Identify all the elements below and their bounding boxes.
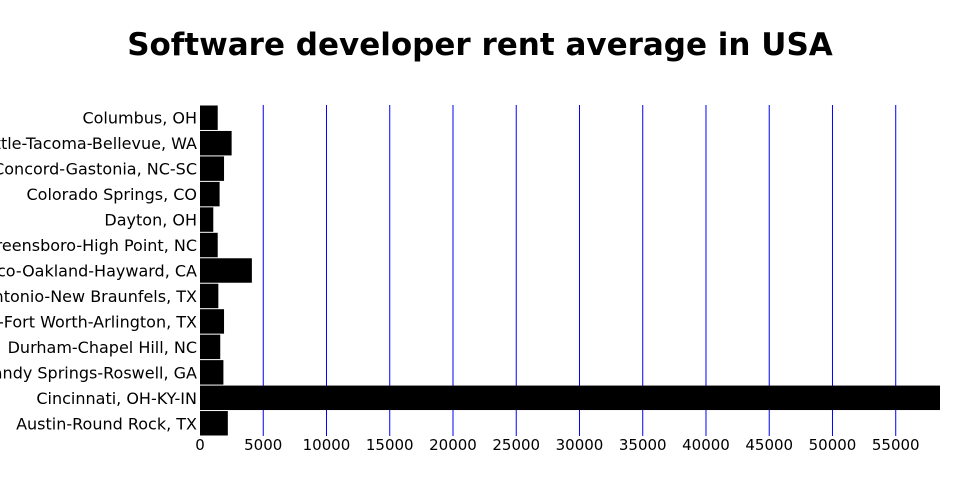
category-label: Austin-Round Rock, TX: [16, 414, 197, 433]
x-tick-label: 5000: [244, 436, 282, 454]
bar: [200, 181, 220, 207]
category-labels: Columbus, OH Seattle-Tacoma-Bellevue, WA C…: [0, 109, 197, 434]
category-label: Durham-Chapel Hill, NC: [8, 338, 197, 357]
category-label: Dallas-Fort Worth-Arlington, TX: [0, 312, 197, 331]
x-tick-label: 20000: [429, 436, 477, 454]
bar: [200, 156, 225, 181]
bars: [200, 105, 940, 436]
bar: [200, 258, 252, 283]
category-label: Cincinnati, OH-KY-IN: [36, 389, 197, 408]
category-label: Atlanta-Sandy Springs-Roswell, GA: [0, 363, 197, 382]
x-tick-label: 40000: [682, 436, 730, 454]
x-tick-label: 15000: [366, 436, 414, 454]
x-tick-label: 30000: [556, 436, 604, 454]
bar: [200, 309, 225, 334]
bar: [200, 105, 218, 130]
x-tick-labels: 0 5000 10000 15000 20000 25000 30000 35000 40000…: [195, 436, 919, 454]
chart-title: Software developer rent average in USA: [127, 27, 833, 63]
category-label: Seattle-Tacoma-Bellevue, WA: [0, 134, 197, 153]
bar: [200, 130, 232, 156]
bar: [200, 385, 940, 411]
x-tick-label: 50000: [809, 436, 857, 454]
x-tick-label: 10000: [303, 436, 351, 454]
x-tick-label: 45000: [745, 436, 793, 454]
category-label: Dayton, OH: [104, 211, 197, 230]
x-tick-label: 25000: [492, 436, 540, 454]
x-tick-label: 0: [195, 436, 205, 454]
x-tick-label: 35000: [619, 436, 667, 454]
category-label: Columbus, OH: [82, 109, 197, 128]
x-tick-label: 55000: [872, 436, 920, 454]
bar: [200, 360, 224, 385]
bar: [200, 207, 214, 232]
category-label: San Antonio-New Braunfels, TX: [0, 287, 197, 306]
bar: [200, 334, 221, 360]
grid-lines: [262, 105, 897, 436]
bar: [200, 283, 219, 309]
category-label: San Francisco-Oakland-Hayward, CA: [0, 262, 197, 281]
bar: [200, 411, 228, 436]
category-label: Charlotte-Concord-Gastonia, NC-SC: [0, 160, 197, 179]
bar: [200, 232, 218, 258]
category-label: Colorado Springs, CO: [26, 185, 197, 204]
category-label: Winston-Salem-Greensboro-High Point, NC: [0, 236, 197, 255]
